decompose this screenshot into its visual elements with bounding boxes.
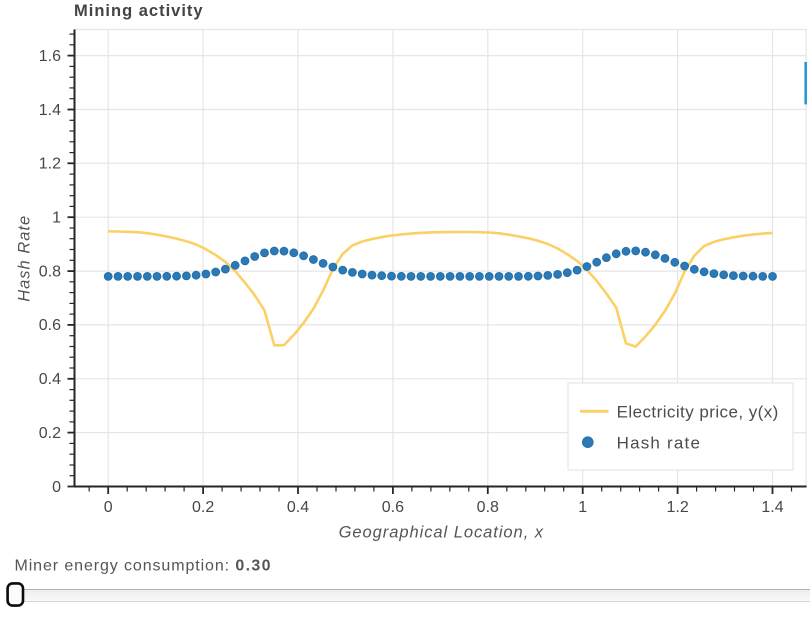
svg-text:0.6: 0.6 (382, 499, 404, 516)
svg-text:1.6: 1.6 (39, 48, 61, 65)
svg-text:0.8: 0.8 (39, 263, 61, 280)
svg-text:Hash Rate: Hash Rate (16, 215, 34, 302)
svg-text:Miner energy consumption: 0.30: Miner energy consumption: 0.30 (15, 557, 272, 574)
svg-text:0.6: 0.6 (39, 317, 61, 334)
svg-text:0: 0 (104, 499, 113, 516)
svg-text:1: 1 (578, 499, 587, 516)
svg-text:Electricity price, y(x): Electricity price, y(x) (617, 403, 779, 422)
svg-text:1.4: 1.4 (761, 499, 783, 516)
svg-text:0.4: 0.4 (39, 371, 61, 388)
svg-text:0: 0 (52, 479, 61, 496)
svg-text:0.4: 0.4 (287, 499, 309, 516)
svg-text:Geographical Location, x: Geographical Location, x (339, 524, 544, 542)
svg-text:0.2: 0.2 (39, 425, 61, 442)
svg-text:1.4: 1.4 (39, 102, 61, 119)
svg-text:Hash rate: Hash rate (617, 433, 702, 452)
svg-text:0.8: 0.8 (477, 499, 499, 516)
svg-text:1: 1 (52, 210, 61, 227)
svg-text:0.2: 0.2 (192, 499, 214, 516)
svg-text:1.2: 1.2 (666, 499, 688, 516)
svg-text:Mining activity: Mining activity (74, 2, 204, 20)
svg-text:1.2: 1.2 (39, 156, 61, 173)
